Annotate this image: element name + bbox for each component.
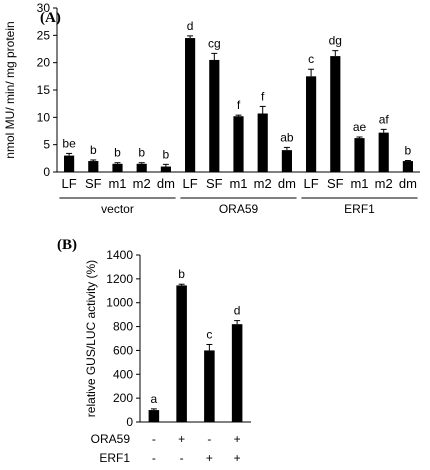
bar bbox=[148, 410, 160, 422]
significance-letter: af bbox=[379, 112, 390, 126]
y-tick-label: 800 bbox=[113, 320, 133, 334]
treatment-row-label: ORA59 bbox=[91, 432, 131, 446]
y-axis-label: relative GUS/LUC activity (%) bbox=[84, 260, 98, 417]
chart-b: 0 200 400 600 800 1000 1200 1400 relative GUS/LU… bbox=[84, 248, 251, 465]
x-tick-label: m2 bbox=[375, 176, 393, 191]
y-tick-label: 600 bbox=[113, 343, 133, 357]
bar bbox=[378, 132, 389, 172]
significance-letter: be bbox=[62, 136, 76, 150]
x-tick-label: LF bbox=[304, 176, 319, 191]
y-tick-label: 15 bbox=[37, 83, 51, 97]
significance-letter: d bbox=[234, 304, 241, 318]
y-tick-label: 200 bbox=[113, 391, 133, 405]
chart-a: 0 5 10 15 20 25 30 nmol MU/ min/ mg protein be LF… bbox=[3, 1, 420, 216]
treatment-sign: + bbox=[206, 451, 213, 465]
bar bbox=[233, 116, 244, 172]
treatment-sign: - bbox=[152, 432, 156, 446]
x-tick-label: dm bbox=[399, 176, 417, 191]
treatment-sign: - bbox=[207, 432, 211, 446]
significance-letter: b bbox=[138, 146, 145, 160]
bar bbox=[160, 166, 171, 172]
y-tick-label: 30 bbox=[37, 1, 51, 15]
significance-letter: c bbox=[206, 327, 212, 341]
treatment-sign: - bbox=[180, 451, 184, 465]
treatment-sign: + bbox=[234, 451, 241, 465]
bar bbox=[136, 163, 147, 172]
x-tick-label: m2 bbox=[133, 176, 151, 191]
y-axis-label: nmol MU/ min/ mg protein bbox=[3, 21, 17, 158]
bar bbox=[185, 38, 196, 172]
significance-letter: cg bbox=[208, 36, 221, 50]
x-tick-label: m1 bbox=[108, 176, 126, 191]
significance-letter: b bbox=[90, 143, 97, 157]
significance-letter: b bbox=[178, 267, 185, 281]
x-tick-label: m2 bbox=[254, 176, 272, 191]
significance-letter: f bbox=[237, 98, 241, 112]
significance-letter: dg bbox=[329, 34, 342, 48]
treatment-sign: + bbox=[234, 432, 241, 446]
bar bbox=[354, 138, 365, 172]
y-tick-label: 400 bbox=[113, 367, 133, 381]
treatment-row-label: ERF1 bbox=[99, 451, 130, 465]
y-tick-label: 0 bbox=[43, 165, 50, 179]
x-tick-label: dm bbox=[278, 176, 296, 191]
panel-b-label: (B) bbox=[57, 237, 77, 253]
x-tick-label: dm bbox=[157, 176, 175, 191]
significance-letter: f bbox=[261, 89, 265, 103]
bar bbox=[64, 155, 75, 172]
significance-letter: ab bbox=[280, 130, 294, 144]
y-tick-label: 5 bbox=[43, 138, 50, 152]
group-label: ORA59 bbox=[219, 202, 259, 216]
x-tick-label: m1 bbox=[350, 176, 368, 191]
x-tick-label: m1 bbox=[229, 176, 247, 191]
x-tick-label: LF bbox=[62, 176, 77, 191]
y-tick-label: 0 bbox=[126, 415, 133, 429]
group-label: ERF1 bbox=[344, 202, 375, 216]
treatment-sign: + bbox=[178, 432, 185, 446]
bar bbox=[402, 161, 413, 172]
significance-letter: b bbox=[405, 144, 412, 158]
y-tick-label: 10 bbox=[37, 110, 51, 124]
significance-letter: ae bbox=[353, 120, 367, 134]
bar bbox=[306, 76, 317, 172]
group-label: vector bbox=[101, 202, 134, 216]
x-tick-label: SF bbox=[85, 176, 102, 191]
y-tick-label: 1200 bbox=[106, 272, 133, 286]
panel-a-label: (A) bbox=[40, 10, 61, 26]
x-tick-label: SF bbox=[206, 176, 223, 191]
y-tick-label: 25 bbox=[37, 28, 51, 42]
bar bbox=[257, 113, 268, 172]
y-tick-label: 20 bbox=[37, 56, 51, 70]
bar bbox=[204, 350, 215, 422]
bar bbox=[88, 161, 99, 172]
significance-letter: d bbox=[187, 19, 194, 33]
x-tick-label: SF bbox=[327, 176, 344, 191]
treatment-sign: - bbox=[152, 451, 156, 465]
bar bbox=[231, 324, 243, 422]
bar bbox=[330, 56, 341, 172]
bar bbox=[281, 150, 292, 172]
significance-letter: b bbox=[114, 146, 121, 160]
x-tick-label: LF bbox=[183, 176, 198, 191]
y-tick-label: 1400 bbox=[106, 248, 133, 262]
significance-letter: b bbox=[163, 147, 170, 161]
bar bbox=[209, 59, 220, 172]
bar bbox=[176, 285, 187, 422]
bar bbox=[112, 163, 123, 172]
y-tick-label: 1000 bbox=[106, 296, 133, 310]
significance-letter: c bbox=[308, 52, 314, 66]
significance-letter: a bbox=[151, 392, 158, 406]
